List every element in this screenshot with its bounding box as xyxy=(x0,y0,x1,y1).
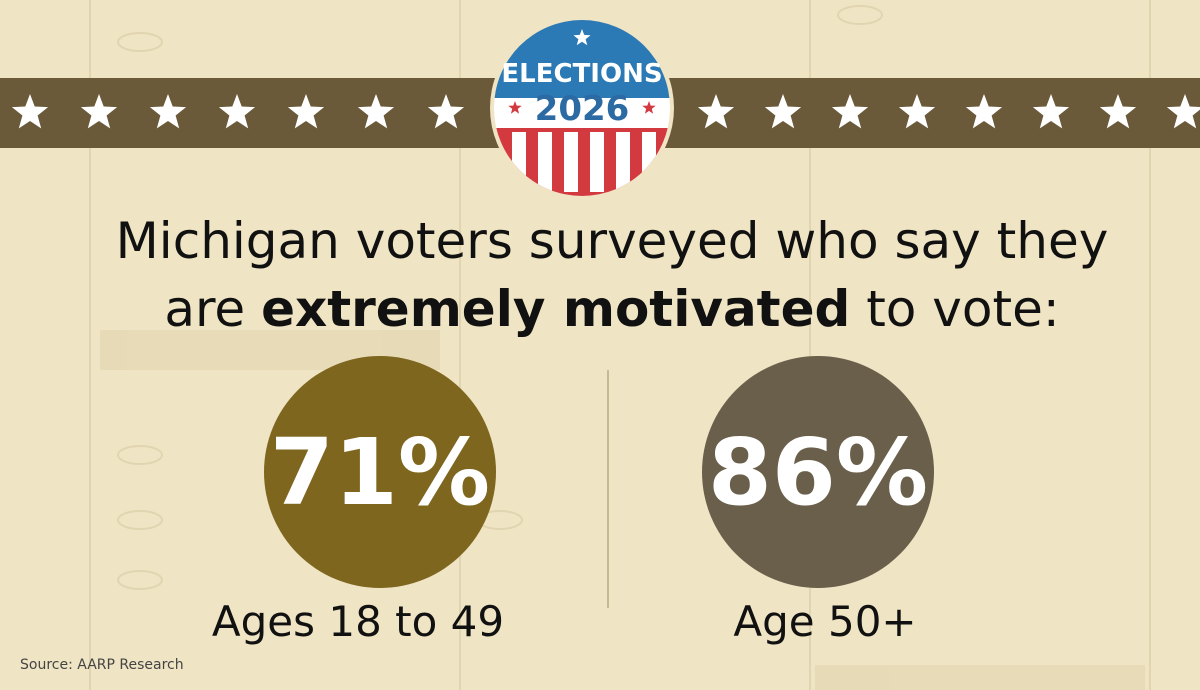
badge-line2: 2026 xyxy=(535,89,630,129)
star xyxy=(11,94,49,129)
stars xyxy=(11,94,1200,129)
stat-value: 71% xyxy=(270,419,490,526)
star xyxy=(697,94,735,129)
star xyxy=(1099,94,1137,129)
headline-end: to vote: xyxy=(866,280,1059,338)
star xyxy=(287,94,325,129)
star xyxy=(1166,94,1200,129)
stat-label: Ages 18 to 49 xyxy=(212,597,504,646)
headline-line1: Michigan voters surveyed who say they xyxy=(116,212,1109,270)
stat-circle xyxy=(702,356,934,588)
stat-label: Age 50+ xyxy=(733,597,916,646)
headline-line2: are extremely motivated to vote: xyxy=(164,280,1059,338)
star xyxy=(427,94,465,129)
source-note: Source: AARP Research xyxy=(20,657,184,673)
headline-start: are xyxy=(164,280,245,338)
star xyxy=(831,94,869,129)
star xyxy=(357,94,395,129)
star xyxy=(898,94,936,129)
badge-line1: ELECTIONS xyxy=(501,59,662,89)
star xyxy=(218,94,256,129)
star xyxy=(508,101,522,114)
star xyxy=(149,94,187,129)
star xyxy=(80,94,118,129)
star xyxy=(573,29,591,46)
stat-circle xyxy=(264,356,496,588)
star xyxy=(1032,94,1070,129)
star xyxy=(642,101,656,114)
headline-emphasis: extremely motivated xyxy=(261,280,850,338)
star xyxy=(764,94,802,129)
star xyxy=(965,94,1003,129)
stat-value: 86% xyxy=(708,419,928,526)
